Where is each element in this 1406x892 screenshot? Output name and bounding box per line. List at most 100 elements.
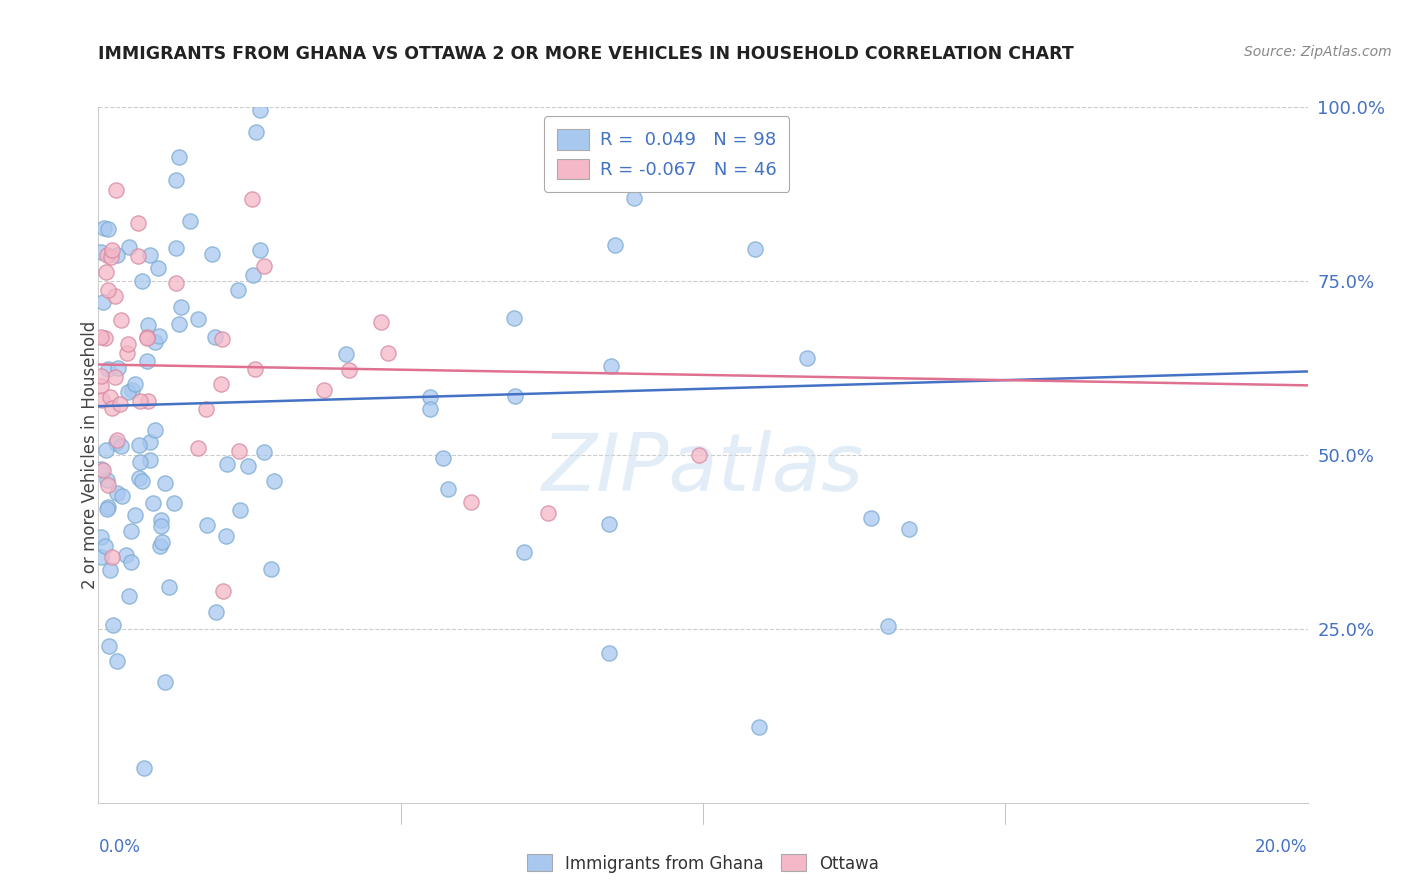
Point — [100, 250, 122, 264]
Point — [238, 459, 260, 474]
Point — [91, 392, 114, 407]
Point — [252, 445, 274, 459]
Point — [197, 517, 219, 532]
Point — [103, 288, 125, 302]
Point — [150, 519, 173, 533]
Point — [101, 549, 124, 564]
Point — [150, 534, 173, 549]
Point — [598, 516, 620, 531]
Point — [148, 539, 170, 553]
Point — [128, 455, 150, 469]
Point — [111, 489, 134, 503]
Point — [179, 213, 201, 227]
Point — [205, 605, 228, 619]
Point — [105, 183, 128, 197]
Point — [90, 330, 112, 344]
Legend: Immigrants from Ghana, Ottawa: Immigrants from Ghana, Ottawa — [520, 847, 886, 880]
Point — [253, 259, 276, 273]
Point — [90, 462, 112, 476]
Point — [101, 243, 124, 257]
Point — [748, 721, 770, 735]
Point — [195, 401, 218, 416]
Point — [165, 277, 187, 291]
Point — [91, 463, 114, 477]
Point — [436, 482, 458, 496]
Point — [105, 248, 128, 262]
Point — [127, 216, 149, 230]
Point — [110, 313, 132, 327]
Point — [263, 474, 285, 488]
Point — [228, 444, 250, 458]
Point — [131, 274, 153, 288]
Point — [124, 376, 146, 391]
Point — [107, 360, 129, 375]
Point — [155, 475, 177, 490]
Point — [115, 548, 138, 562]
Point — [90, 550, 112, 565]
Point — [132, 761, 155, 775]
Point — [97, 284, 120, 298]
Point — [90, 530, 112, 544]
Point — [170, 300, 193, 314]
Point — [419, 390, 441, 404]
Point — [104, 370, 127, 384]
Point — [117, 384, 139, 399]
Point — [335, 347, 357, 361]
Point — [260, 562, 283, 576]
Point — [124, 508, 146, 522]
Point — [242, 268, 264, 282]
Point — [312, 383, 335, 397]
Point — [115, 345, 138, 359]
Point — [744, 242, 766, 256]
Point — [502, 310, 524, 325]
Point — [419, 402, 441, 417]
Text: 20.0%: 20.0% — [1256, 838, 1308, 855]
Point — [603, 238, 626, 252]
Point — [131, 475, 153, 489]
Point — [249, 103, 271, 117]
Point — [897, 522, 920, 536]
Text: ZIPatlas: ZIPatlas — [541, 430, 865, 508]
Point — [877, 618, 900, 632]
Point — [121, 383, 143, 397]
Y-axis label: 2 or more Vehicles in Household: 2 or more Vehicles in Household — [82, 321, 98, 589]
Point — [117, 337, 139, 351]
Point — [90, 379, 112, 393]
Point — [105, 434, 128, 448]
Point — [153, 674, 176, 689]
Text: Source: ZipAtlas.com: Source: ZipAtlas.com — [1244, 45, 1392, 59]
Point — [104, 436, 127, 450]
Point — [136, 394, 159, 409]
Point — [243, 362, 266, 376]
Point — [101, 401, 124, 415]
Point — [598, 646, 620, 660]
Point — [135, 330, 157, 344]
Point — [97, 222, 120, 236]
Point — [127, 249, 149, 263]
Point — [600, 359, 623, 373]
Point — [796, 351, 818, 365]
Point — [460, 495, 482, 509]
Point — [96, 248, 118, 262]
Point — [138, 435, 160, 450]
Point — [136, 353, 159, 368]
Point — [128, 470, 150, 484]
Point — [240, 193, 263, 207]
Point — [120, 556, 142, 570]
Point — [215, 529, 238, 543]
Point — [138, 453, 160, 467]
Point — [377, 346, 399, 360]
Point — [101, 617, 124, 632]
Point — [148, 261, 170, 276]
Point — [110, 439, 132, 453]
Point — [165, 241, 187, 255]
Point — [215, 457, 238, 471]
Point — [110, 397, 132, 411]
Text: 0.0%: 0.0% — [98, 838, 141, 855]
Point — [120, 524, 142, 539]
Point — [148, 329, 170, 343]
Point — [142, 496, 165, 510]
Point — [859, 511, 882, 525]
Point — [201, 247, 224, 261]
Point — [93, 221, 115, 235]
